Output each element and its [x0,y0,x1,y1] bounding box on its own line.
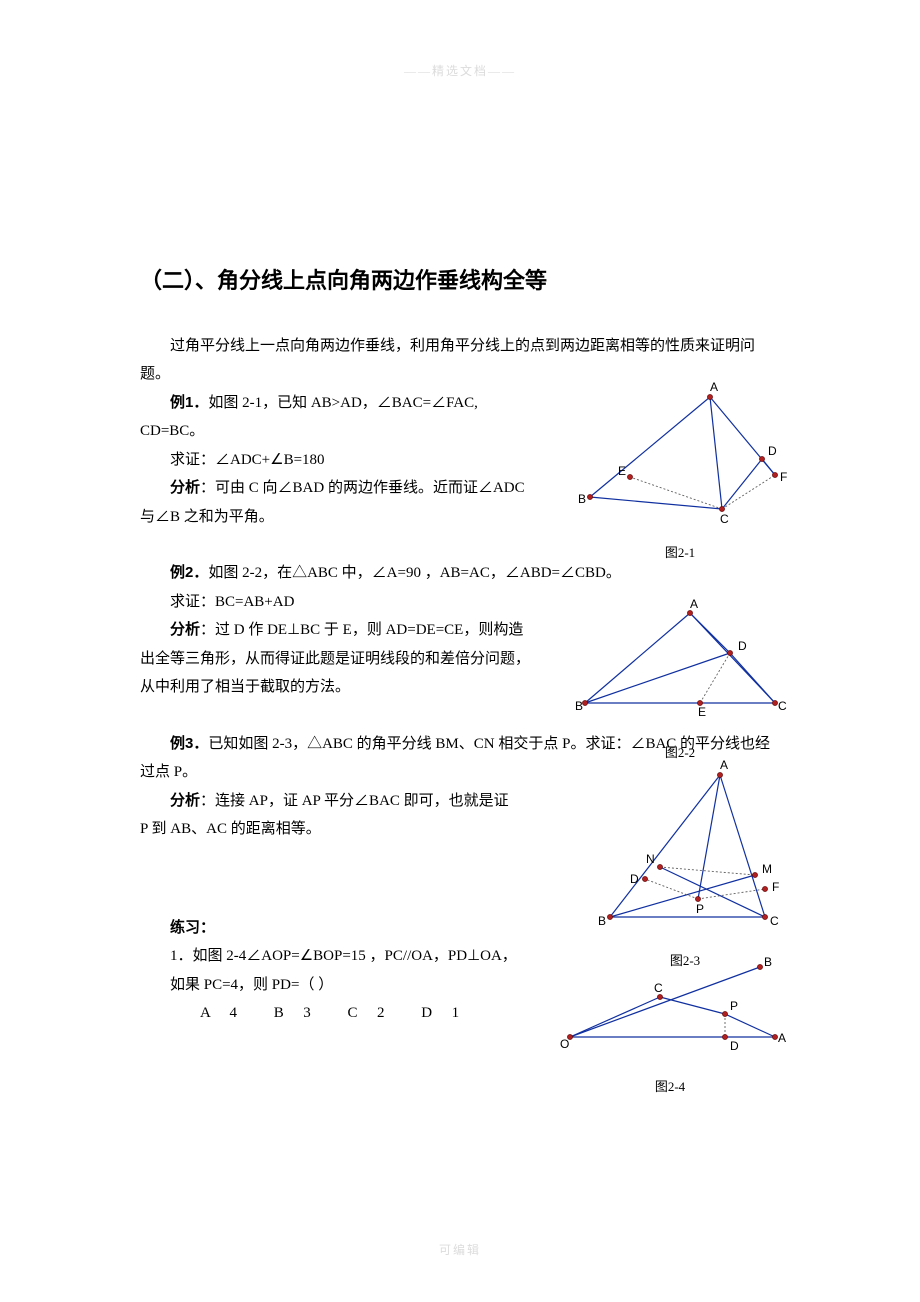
svg-text:A: A [710,380,718,394]
ex2-analysis: 分析：过 D 作 DE⊥BC 于 E，则 AD=DE=CE，则构造出全等三角形，… [140,616,530,702]
ex1-analysis: 分析：可由 C 向∠BAD 的两边作垂线。近而证∠ADC 与∠B 之和为平角。 [140,474,530,531]
svg-text:F: F [772,880,779,894]
svg-text:M: M [762,862,772,876]
section-title: （二）、角分线上点向角两边作垂线构全等 [140,260,780,302]
ex3-label: 例3． [170,735,208,752]
figure-2-1-svg: A B C D E F [570,379,790,529]
figure-2-4-svg: O A B C P D [550,952,790,1062]
svg-text:O: O [560,1037,569,1051]
figure-2-2-svg: A B C D E [570,598,790,728]
svg-text:N: N [646,852,655,866]
svg-text:C: C [720,512,729,526]
svg-text:B: B [764,955,772,969]
ex3-analysis-label: 分析 [170,792,200,809]
watermark-bottom: 可编辑 [439,1239,481,1262]
example-2: 例2．如图 2-2，在△ABC 中，∠A=90 ，AB=AC，∠ABD=∠CBD… [140,559,780,702]
example-3: 例3．已知如图 2-3，△ABC 的角平分线 BM、CN 相交于点 P。求证：∠… [140,730,780,844]
practice-label-text: 练习： [170,919,215,936]
svg-text:E: E [698,705,706,719]
svg-text:C: C [654,981,663,995]
ex1-label: 例1． [170,394,208,411]
ex2-line1: 例2．如图 2-2，在△ABC 中，∠A=90 ，AB=AC，∠ABD=∠CBD… [140,559,780,588]
ex2-text1: 如图 2-2，在△ABC 中，∠A=90 ，AB=AC，∠ABD=∠CBD。 [208,565,621,581]
figure-2-4: O A B C P D 图2-4 [550,952,790,1099]
svg-text:D: D [730,1039,739,1053]
svg-text:A: A [720,758,728,772]
svg-text:D: D [738,639,747,653]
svg-text:D: D [768,444,777,458]
svg-text:A: A [690,598,698,611]
figure-2-3-svg: ABCMNPDF [580,757,790,937]
ex2-label: 例2． [170,564,208,581]
q1-line1: 1．如图 2-4∠AOP=∠BOP=15 ，PC//OA，PD⊥OA， [140,942,530,971]
svg-text:P: P [730,999,738,1013]
svg-text:E: E [618,464,626,478]
svg-text:C: C [778,699,787,713]
practice: 练习： 1．如图 2-4∠AOP=∠BOP=15 ，PC//OA，PD⊥OA， … [140,914,780,1028]
ex1-line1: 例1．如图 2-1，已知 AB>AD，∠BAC=∠FAC, CD=BC。 [140,389,530,446]
svg-text:B: B [575,699,583,713]
q1-choices: A 4 B 3 C 2 D 1 [140,999,530,1028]
ex1-line2: 求证：∠ADC+∠B=180 [140,446,530,475]
svg-text:A: A [778,1031,786,1045]
svg-text:B: B [578,492,586,506]
ex1-analysis-label: 分析 [170,479,200,496]
watermark-top: ——精选文档—— [404,60,516,83]
ex2-analysis-label: 分析 [170,621,200,638]
svg-text:F: F [780,470,787,484]
practice-label: 练习： [140,914,780,943]
q1-line2: 如果 PC=4，则 PD=（ ） [140,971,530,1000]
ex3-analysis: 分析：连接 AP，证 AP 平分∠BAC 即可，也就是证 P 到 AB、AC 的… [140,787,520,844]
svg-text:D: D [630,872,639,886]
figure-2-1: ABCDEF 图2-1 [570,379,790,566]
example-1: 例1．如图 2-1，已知 AB>AD，∠BAC=∠FAC, CD=BC。 求证：… [140,389,780,532]
figure-2-4-caption: 图2-4 [550,1075,790,1100]
